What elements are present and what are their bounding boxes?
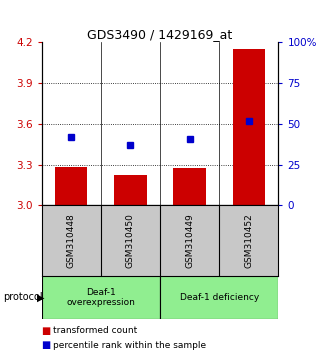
- Text: GSM310449: GSM310449: [185, 213, 194, 268]
- Text: ■: ■: [42, 340, 51, 350]
- Text: Deaf-1
overexpression: Deaf-1 overexpression: [66, 288, 135, 307]
- Text: percentile rank within the sample: percentile rank within the sample: [53, 341, 206, 350]
- Bar: [55, 167, 87, 205]
- Text: transformed count: transformed count: [53, 326, 137, 336]
- Text: GSM310448: GSM310448: [67, 213, 76, 268]
- Text: Deaf-1 deficiency: Deaf-1 deficiency: [180, 293, 259, 302]
- Text: protocol: protocol: [3, 292, 43, 302]
- Bar: [173, 168, 206, 205]
- Text: ■: ■: [42, 326, 51, 336]
- Bar: [233, 49, 265, 205]
- Bar: [160, 276, 278, 319]
- Text: GSM310450: GSM310450: [126, 213, 135, 268]
- Text: GSM310452: GSM310452: [244, 213, 253, 268]
- Bar: [42, 276, 160, 319]
- Bar: [114, 176, 147, 205]
- Title: GDS3490 / 1429169_at: GDS3490 / 1429169_at: [87, 28, 233, 41]
- Text: ▶: ▶: [37, 292, 44, 302]
